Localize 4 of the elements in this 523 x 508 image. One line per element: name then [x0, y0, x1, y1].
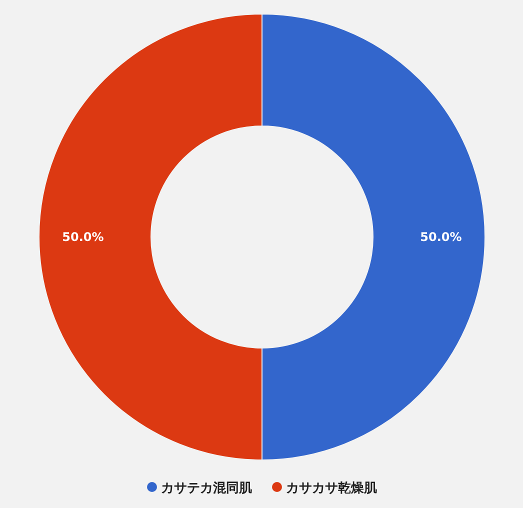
data-label: 50.0%: [420, 230, 462, 244]
data-label: 50.0%: [62, 230, 104, 244]
legend-label: カサテカ混同肌: [161, 481, 252, 496]
legend-label: カサカサ乾燥肌: [286, 481, 377, 496]
